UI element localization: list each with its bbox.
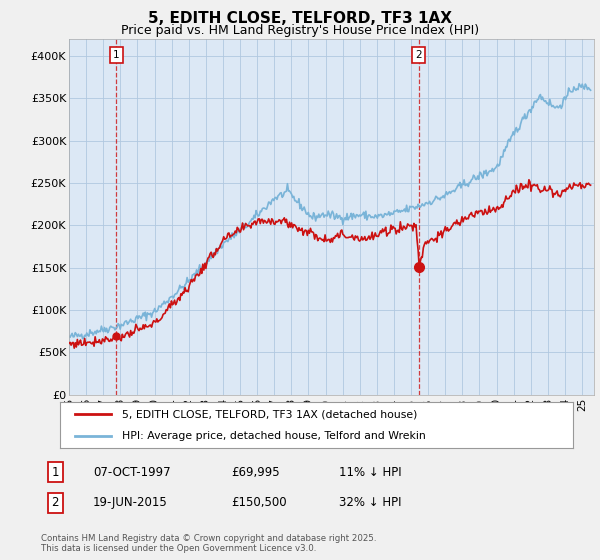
Text: 1: 1 [113, 50, 119, 60]
Text: 19-JUN-2015: 19-JUN-2015 [93, 496, 168, 510]
Text: 32% ↓ HPI: 32% ↓ HPI [339, 496, 401, 510]
Text: £69,995: £69,995 [231, 465, 280, 479]
Text: 11% ↓ HPI: 11% ↓ HPI [339, 465, 401, 479]
Text: Price paid vs. HM Land Registry's House Price Index (HPI): Price paid vs. HM Land Registry's House … [121, 24, 479, 37]
Text: 07-OCT-1997: 07-OCT-1997 [93, 465, 170, 479]
Text: £150,500: £150,500 [231, 496, 287, 510]
Text: 5, EDITH CLOSE, TELFORD, TF3 1AX: 5, EDITH CLOSE, TELFORD, TF3 1AX [148, 11, 452, 26]
Text: 5, EDITH CLOSE, TELFORD, TF3 1AX (detached house): 5, EDITH CLOSE, TELFORD, TF3 1AX (detach… [122, 409, 417, 419]
Text: HPI: Average price, detached house, Telford and Wrekin: HPI: Average price, detached house, Telf… [122, 431, 425, 441]
Text: Contains HM Land Registry data © Crown copyright and database right 2025.
This d: Contains HM Land Registry data © Crown c… [41, 534, 376, 553]
Text: 2: 2 [416, 50, 422, 60]
Text: 2: 2 [52, 496, 59, 510]
Text: 1: 1 [52, 465, 59, 479]
